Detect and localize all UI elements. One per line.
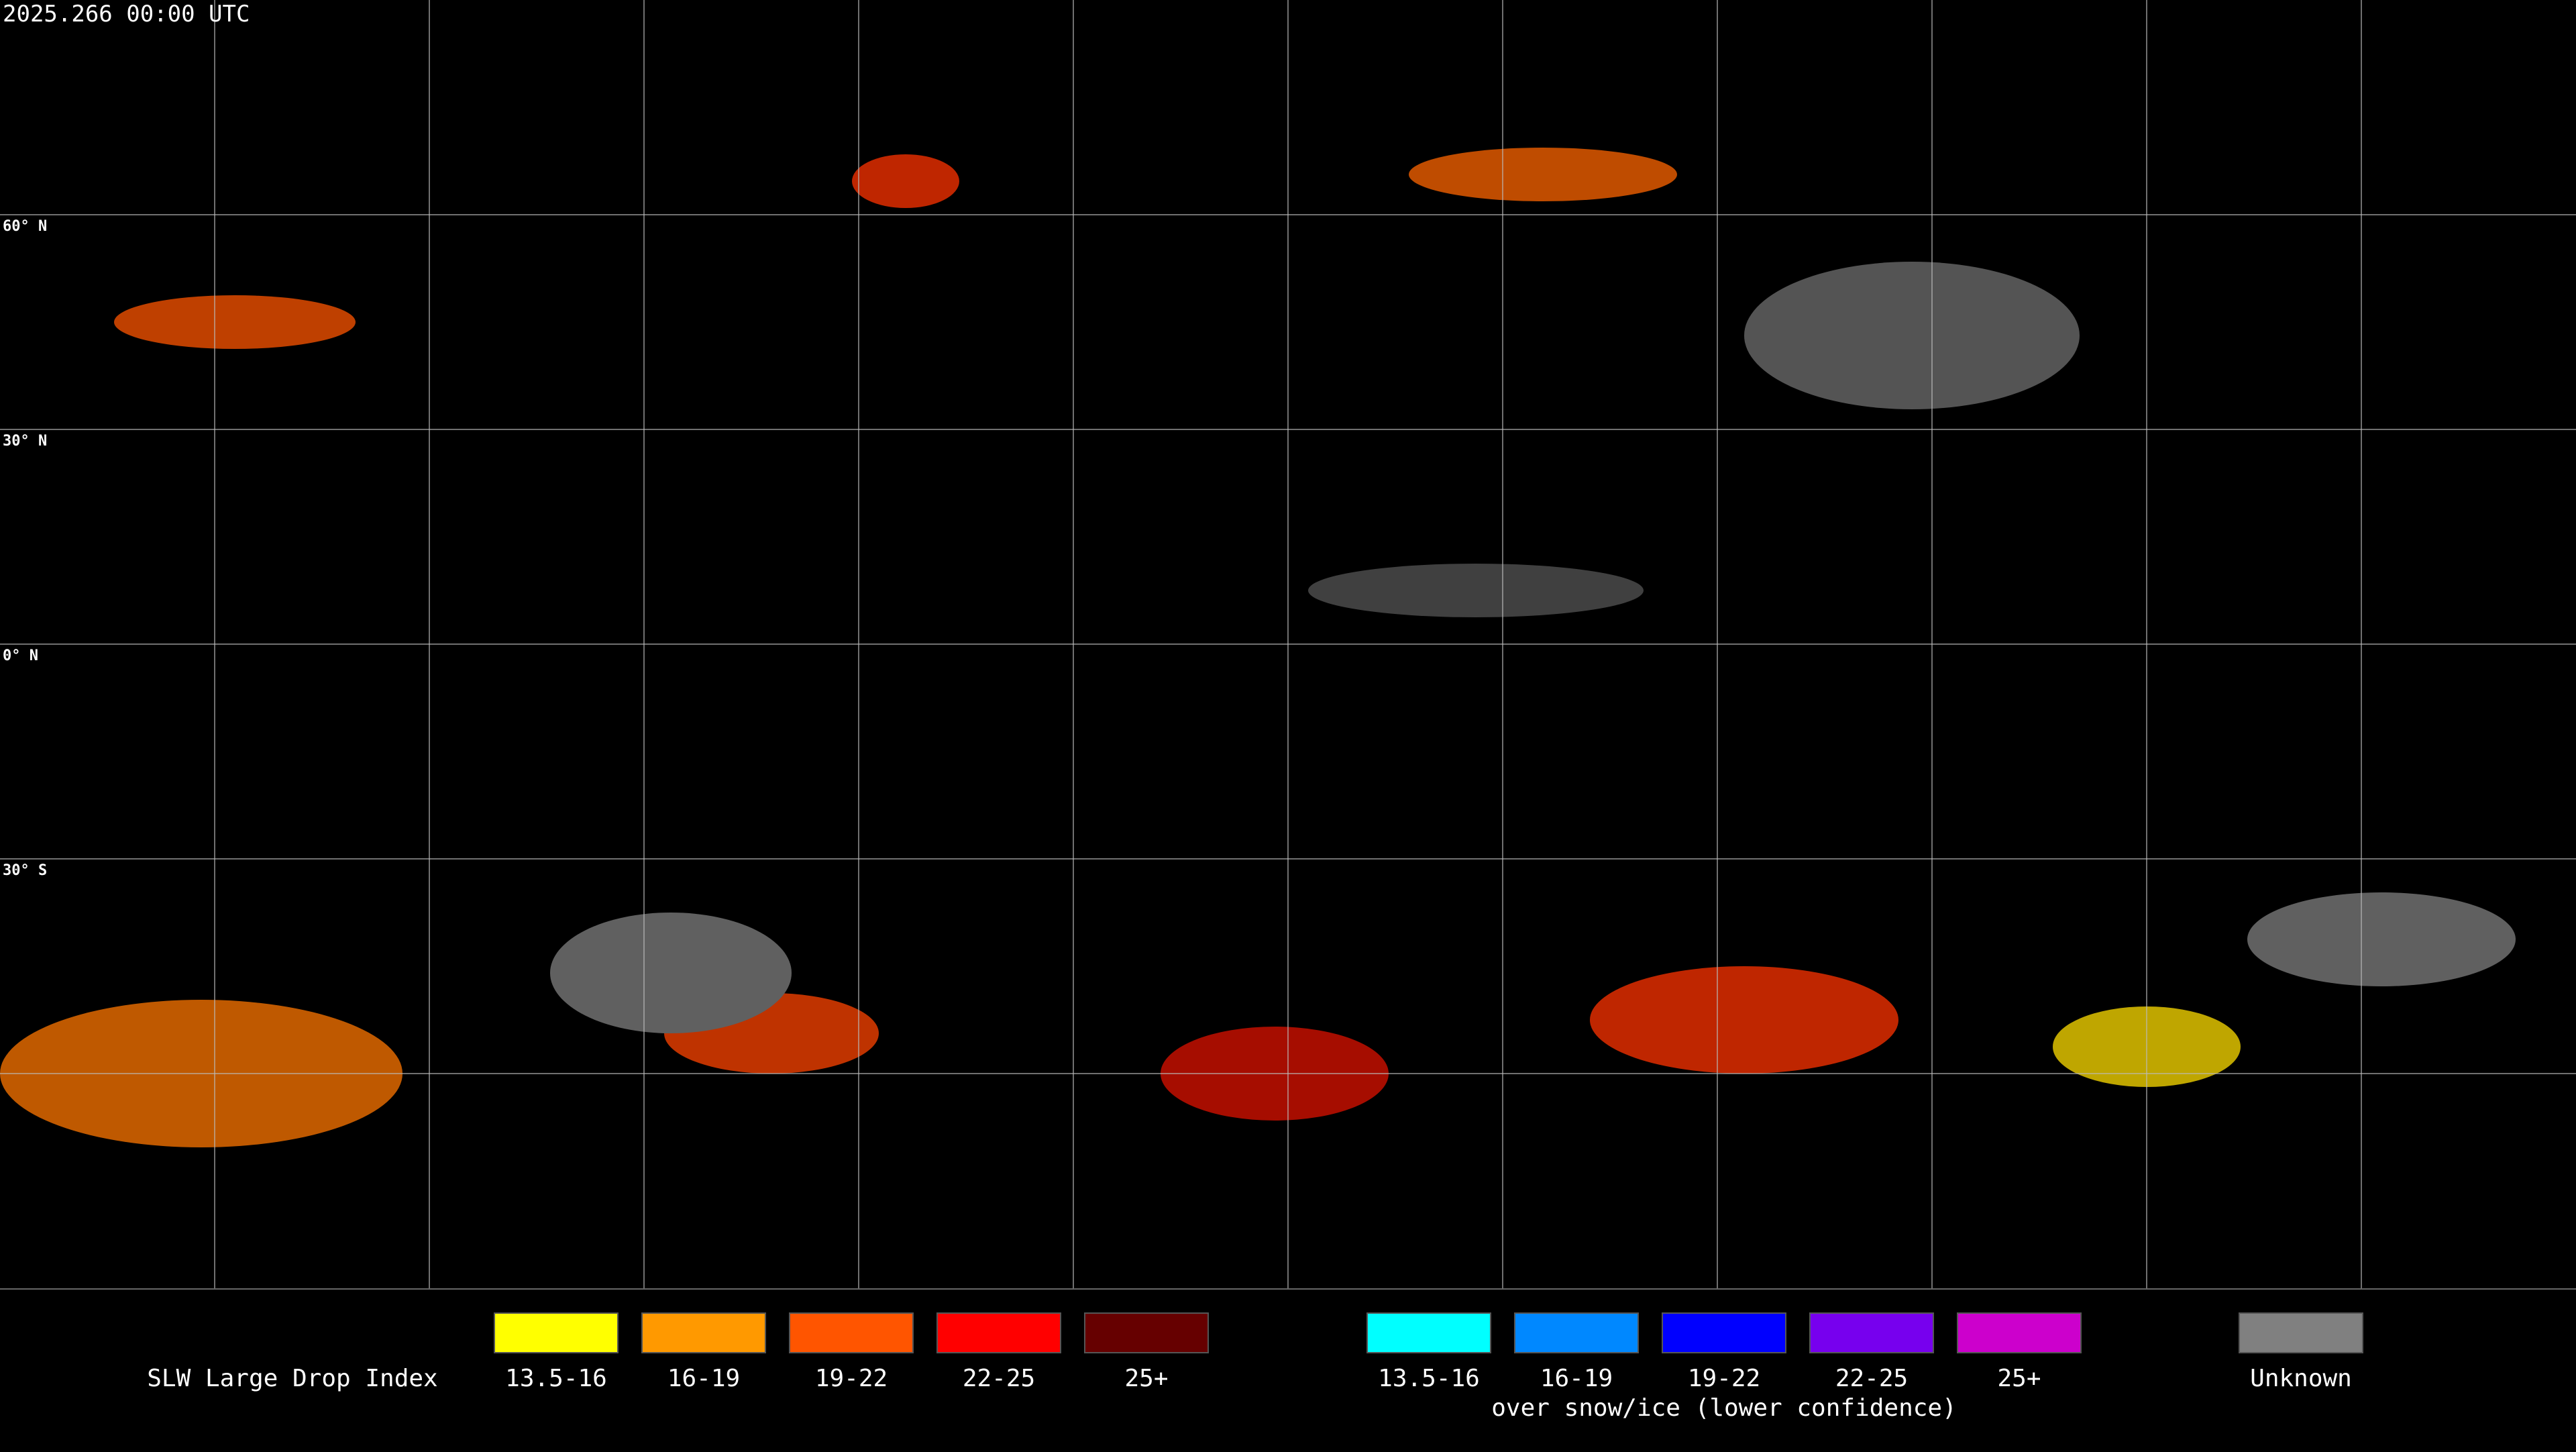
latitude-label: 60° N xyxy=(3,218,47,235)
cloud-area xyxy=(1308,564,1644,617)
cloud-area xyxy=(852,154,959,208)
legend-swatch xyxy=(2239,1312,2363,1353)
legend-swatch xyxy=(1809,1312,1934,1353)
cloud-area xyxy=(1590,966,1898,1074)
legend-title: SLW Large Drop Index xyxy=(147,1365,437,1392)
graticule xyxy=(0,0,2576,1288)
legend-label: 13.5-16 xyxy=(1378,1365,1480,1392)
cloud-area xyxy=(1744,262,2080,409)
legend-swatch xyxy=(1514,1312,1639,1353)
legend-swatch xyxy=(1957,1312,2082,1353)
legend-label: 16-19 xyxy=(667,1365,740,1392)
legend-label: 25+ xyxy=(1997,1365,2041,1392)
legend-label: 16-19 xyxy=(1540,1365,1613,1392)
legend-label: 19-22 xyxy=(815,1365,888,1392)
legend-swatch xyxy=(789,1312,914,1353)
legend-label: 22-25 xyxy=(1835,1365,1908,1392)
cloud-area xyxy=(1409,148,1677,201)
legend-caption: over snow/ice (lower confidence) xyxy=(1491,1394,1957,1422)
legend-label: 19-22 xyxy=(1688,1365,1760,1392)
legend-swatch xyxy=(1084,1312,1209,1353)
legend-swatch xyxy=(494,1312,619,1353)
cloud-field xyxy=(0,148,2516,1147)
timestamp: 2025.266 00:00 UTC xyxy=(3,1,250,28)
cloud-area xyxy=(2247,892,2516,986)
legend-swatch xyxy=(936,1312,1061,1353)
latitude-label: 0° N xyxy=(3,647,38,664)
legend-label: Unknown xyxy=(2250,1365,2352,1392)
cloud-area xyxy=(114,295,356,349)
legend-label: 13.5-16 xyxy=(505,1365,607,1392)
legend-swatch xyxy=(1662,1312,1786,1353)
legend-label: 22-25 xyxy=(963,1365,1035,1392)
legend-label: 25+ xyxy=(1124,1365,1168,1392)
latitude-label: 30° S xyxy=(3,862,47,879)
legend-swatch xyxy=(1366,1312,1491,1353)
cloud-area xyxy=(550,913,792,1033)
latitude-label: 30° N xyxy=(3,433,47,450)
legend-swatch xyxy=(641,1312,766,1353)
